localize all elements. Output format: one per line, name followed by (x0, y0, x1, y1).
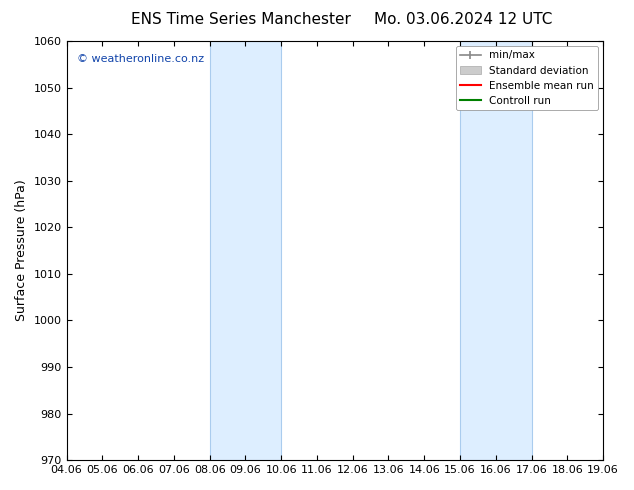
Legend: min/max, Standard deviation, Ensemble mean run, Controll run: min/max, Standard deviation, Ensemble me… (456, 46, 598, 110)
Bar (460, 41, 531, 460)
Text: Mo. 03.06.2024 12 UTC: Mo. 03.06.2024 12 UTC (373, 12, 552, 27)
Text: ENS Time Series Manchester: ENS Time Series Manchester (131, 12, 351, 27)
Bar (210, 41, 281, 460)
Text: © weatheronline.co.nz: © weatheronline.co.nz (77, 53, 204, 64)
Y-axis label: Surface Pressure (hPa): Surface Pressure (hPa) (15, 180, 28, 321)
